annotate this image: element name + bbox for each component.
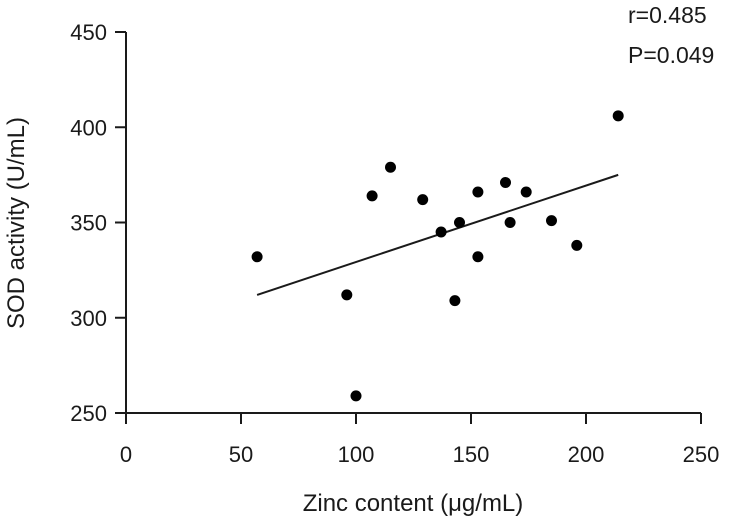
- data-point: [341, 289, 353, 301]
- y-tick-label: 300: [70, 306, 107, 331]
- data-point: [454, 217, 465, 228]
- data-point: [546, 215, 557, 227]
- axes: [125, 32, 701, 414]
- data-point: [385, 161, 396, 173]
- data-point: [500, 176, 511, 188]
- data-point: [449, 295, 461, 307]
- data-point: [417, 194, 429, 206]
- stat-p: P=0.049: [628, 42, 714, 68]
- data-point: [520, 186, 532, 198]
- data-point: [251, 251, 263, 263]
- y-ticks: 250 300 350 400 450: [70, 20, 126, 426]
- y-tick-label: 450: [70, 20, 107, 45]
- y-tick-label: 400: [70, 115, 107, 140]
- data-point: [472, 251, 484, 263]
- x-tick-label: 250: [683, 442, 720, 467]
- data-points: [251, 110, 624, 402]
- data-point: [612, 110, 624, 122]
- data-point: [435, 226, 447, 238]
- x-tick-label: 150: [453, 442, 490, 467]
- data-point: [504, 217, 516, 228]
- data-point: [350, 390, 362, 402]
- x-tick-label: 50: [229, 442, 253, 467]
- x-tick-label: 200: [568, 442, 605, 467]
- y-axis-title: SOD activity (U/mL): [3, 117, 30, 329]
- x-ticks: 0 50 100 150 200 250: [120, 413, 719, 467]
- x-axis-title: Zinc content (μg/mL): [303, 490, 524, 517]
- x-tick-label: 100: [338, 442, 375, 467]
- y-tick-label: 350: [70, 211, 107, 236]
- x-tick-label: 0: [120, 442, 132, 467]
- stat-r: r=0.485: [628, 2, 707, 28]
- data-point: [366, 190, 378, 202]
- data-point: [571, 239, 583, 251]
- data-point: [472, 186, 484, 198]
- y-tick-label: 250: [70, 401, 107, 426]
